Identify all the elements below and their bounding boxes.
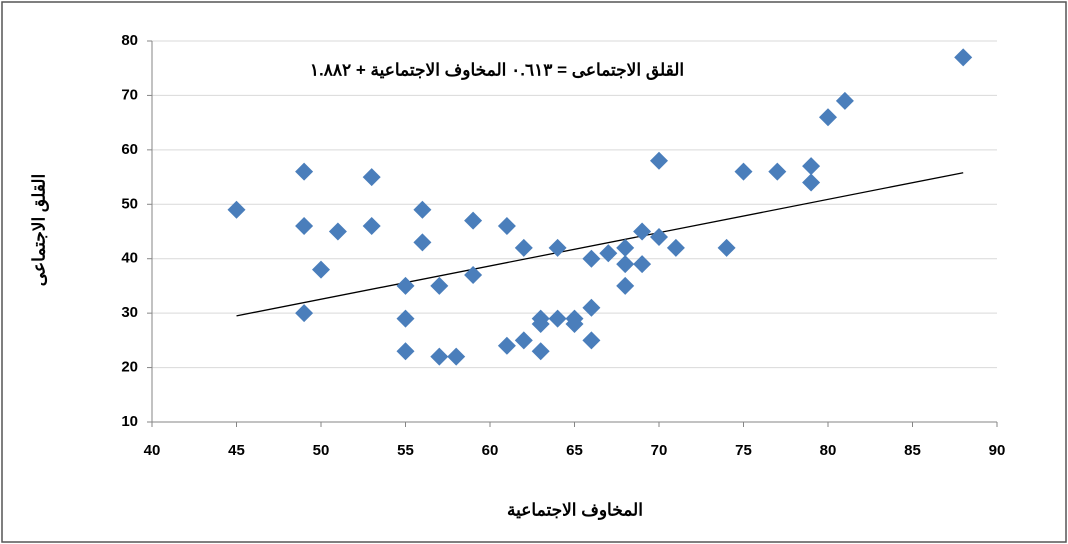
x-tick-label: 75 xyxy=(735,442,752,459)
scatter-point xyxy=(768,162,787,181)
scatter-point xyxy=(666,238,685,257)
x-tick-label: 45 xyxy=(228,442,245,459)
x-tick-label: 70 xyxy=(651,442,668,459)
scatter-point xyxy=(548,238,567,257)
scatter-point xyxy=(447,347,466,366)
scatter-point xyxy=(312,260,330,279)
scatter-point xyxy=(362,168,381,187)
scatter-point xyxy=(396,309,415,328)
scatter-point xyxy=(802,157,821,176)
scatter-point xyxy=(616,255,635,274)
scatter-point xyxy=(396,342,415,361)
scatter-point xyxy=(616,238,635,257)
scatter-point xyxy=(582,331,601,350)
scatter-point xyxy=(616,276,635,295)
scatter-point xyxy=(413,233,432,252)
scatter-point xyxy=(497,217,516,236)
y-tick-label: 20 xyxy=(121,359,138,376)
scatter-point xyxy=(954,48,973,67)
scatter-point xyxy=(599,244,618,263)
scatter-point xyxy=(413,200,432,219)
scatter-point xyxy=(819,108,837,127)
scatter-point xyxy=(582,298,601,317)
scatter-point xyxy=(633,255,652,274)
y-axis-title: القلق الاجتماعى xyxy=(29,174,49,286)
y-tick-label: 10 xyxy=(121,413,138,430)
scatter-point xyxy=(295,304,314,323)
scatter-point xyxy=(734,162,753,181)
y-tick-label: 40 xyxy=(121,250,138,267)
scatter-point xyxy=(802,173,821,192)
scatter-point xyxy=(464,211,483,230)
x-tick-label: 55 xyxy=(397,442,414,459)
scatter-point xyxy=(531,342,550,361)
x-tick-label: 65 xyxy=(566,442,583,459)
scatter-point xyxy=(497,336,516,355)
scatter-point xyxy=(295,217,314,236)
scatter-point xyxy=(362,217,381,236)
x-tick-label: 40 xyxy=(144,442,161,459)
scatter-point xyxy=(514,238,533,257)
scatter-point xyxy=(430,276,449,295)
scatter-point xyxy=(650,227,668,246)
x-tick-label: 50 xyxy=(313,442,330,459)
scatter-point xyxy=(295,162,314,181)
scatter-point xyxy=(531,315,550,334)
y-tick-label: 80 xyxy=(121,32,138,49)
scatter-point xyxy=(650,151,668,170)
scatter-point xyxy=(835,91,854,110)
scatter-point xyxy=(565,315,584,334)
scatter-point xyxy=(717,238,736,257)
x-tick-label: 85 xyxy=(904,442,921,459)
x-axis-title: المخاوف الاجتماعية xyxy=(507,500,643,520)
x-tick-label: 60 xyxy=(482,442,499,459)
scatter-point xyxy=(548,309,567,328)
scatter-point xyxy=(514,331,533,350)
x-tick-label: 80 xyxy=(820,442,837,459)
equation-annotation: القلق الاجتماعى = ٠.٦١٣ المخاوف الاجتماع… xyxy=(310,60,684,80)
scatter-point xyxy=(396,276,415,295)
scatter-point xyxy=(633,222,652,241)
scatter-point xyxy=(328,222,347,241)
scatter-point xyxy=(464,266,483,285)
y-tick-label: 60 xyxy=(121,141,138,158)
trendline xyxy=(236,172,964,317)
x-tick-label: 90 xyxy=(989,442,1006,459)
y-tick-label: 50 xyxy=(121,195,138,212)
scatter-point xyxy=(582,249,601,268)
y-tick-label: 30 xyxy=(121,304,138,321)
scatter-point xyxy=(430,347,449,366)
y-tick-label: 70 xyxy=(121,86,138,103)
scatter-point xyxy=(227,200,246,219)
